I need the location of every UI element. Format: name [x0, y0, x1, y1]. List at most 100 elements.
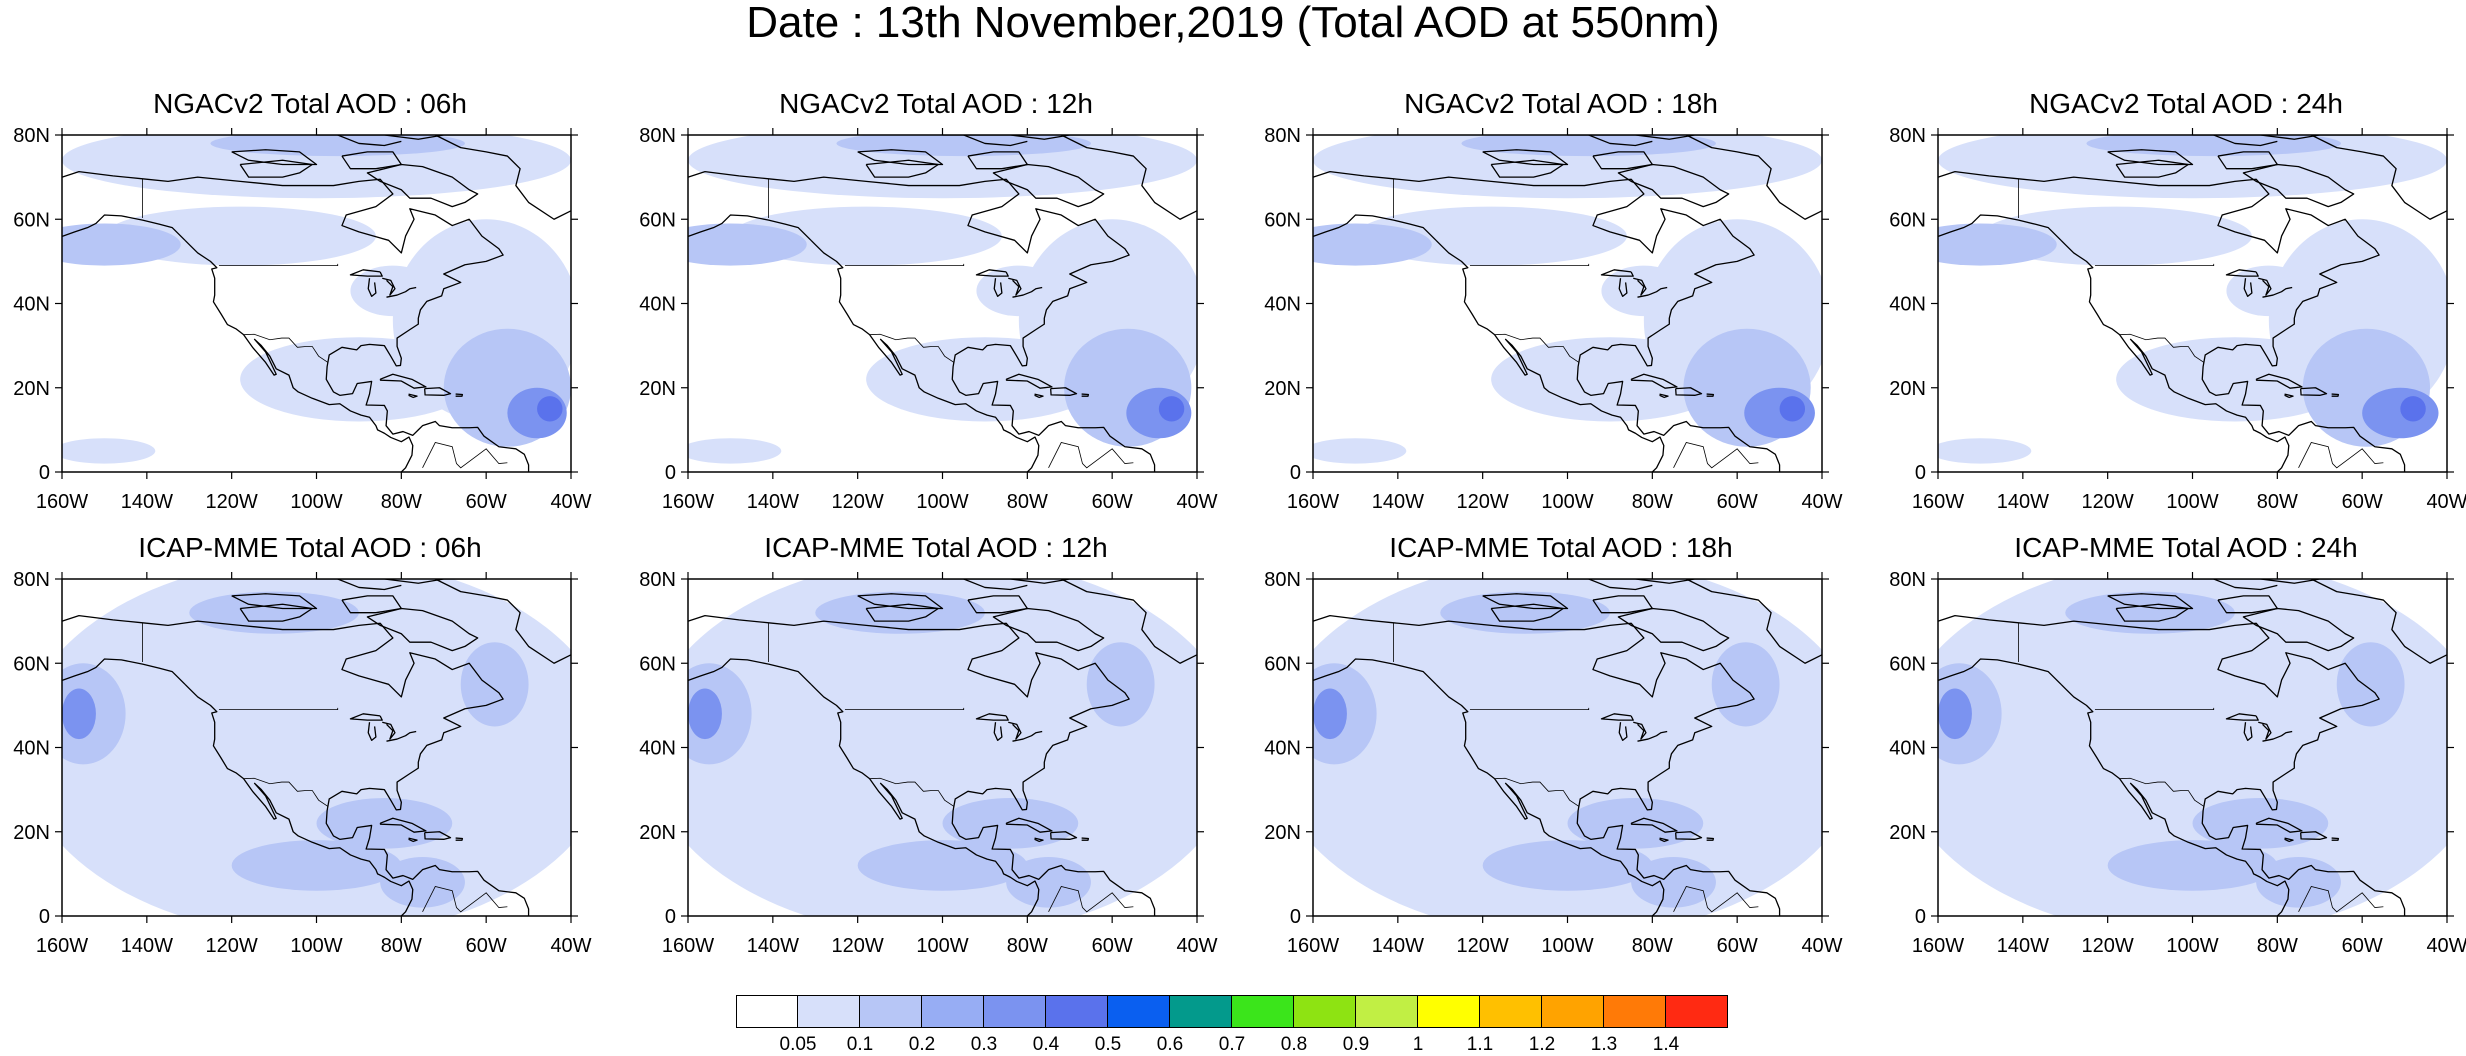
- legend-label: 0.8: [1280, 1034, 1308, 1055]
- country-border: [2119, 333, 2205, 363]
- legend-label: 0.4: [1032, 1034, 1060, 1055]
- legend-label: 0.05: [779, 1034, 817, 1055]
- coastline: [865, 159, 939, 178]
- aod-map: 80N 60N 40N 20N 0 160W 140W 120W 100W 80W 60W 40W: [639, 569, 1217, 957]
- panel-title: NGACv2 Total AOD : 18h: [1404, 88, 1718, 119]
- coastline: [424, 387, 452, 396]
- lon-tick-label: 40W: [1801, 935, 1842, 957]
- lat-tick-label: 20N: [1264, 378, 1301, 400]
- aod-field: [2362, 387, 2439, 439]
- aod-field: [2065, 591, 2235, 634]
- aod-field: [1313, 688, 1347, 740]
- lat-tick-label: 20N: [1889, 822, 1926, 844]
- legend-label: 0.1: [846, 1034, 874, 1055]
- aod-field: [688, 688, 722, 740]
- lon-tick-label: 120W: [832, 935, 884, 957]
- coastline: [942, 579, 1113, 584]
- lon-tick-label: 40W: [1176, 491, 1217, 513]
- lon-tick-label: 100W: [916, 491, 968, 513]
- coastline: [2258, 277, 2272, 296]
- coastline: [386, 286, 417, 298]
- panel-title: NGACv2 Total AOD : 12h: [779, 88, 1093, 119]
- lon-tick-label: 160W: [36, 491, 88, 513]
- coastline: [942, 135, 1113, 140]
- figure-title: Date : 13th November,2019 (Total AOD at …: [746, 0, 1720, 47]
- country-border: [1469, 263, 1590, 266]
- coastline: [316, 135, 487, 140]
- coastline: [2262, 286, 2293, 298]
- coastline: [1659, 393, 1669, 399]
- lon-tick-label: 40W: [550, 491, 591, 513]
- aod-field: [942, 798, 1079, 849]
- coastline: [1008, 721, 1022, 740]
- map-panel: 80N 60N 40N 20N 0 160W 140W 120W 100W 80W 60W 40W NG…: [1876, 88, 2466, 550]
- lat-tick-label: 60N: [1264, 209, 1301, 231]
- aod-field: [2192, 798, 2329, 849]
- coastline: [1633, 277, 1647, 296]
- coastline: [1588, 135, 1653, 147]
- aod-field: [1086, 642, 1155, 727]
- coastline: [367, 722, 377, 741]
- aod-field: [815, 591, 985, 634]
- coastline: [1060, 135, 1197, 220]
- legend-swatch: [1542, 995, 1604, 1028]
- lat-tick-label: 0: [1290, 906, 1301, 928]
- coastline: [1630, 817, 1678, 833]
- panel-title: NGACv2 Total AOD : 24h: [2029, 88, 2343, 119]
- coastline: [239, 603, 313, 622]
- lon-tick-label: 100W: [2166, 935, 2218, 957]
- lat-tick-label: 20N: [1889, 378, 1926, 400]
- coastline: [688, 658, 812, 685]
- legend-swatch: [1356, 995, 1418, 1028]
- coastline: [386, 730, 417, 742]
- coastline: [434, 135, 571, 220]
- country-border: [2298, 886, 2384, 913]
- aod-field: [1631, 857, 1716, 908]
- legend-label: 1.2: [1528, 1034, 1556, 1055]
- coastline: [1685, 135, 1822, 220]
- lat-tick-label: 40N: [639, 738, 676, 760]
- coastline: [1617, 607, 1730, 652]
- coastline: [1938, 170, 2406, 472]
- country-border: [422, 886, 508, 913]
- aod-field: [1938, 135, 2447, 199]
- lon-tick-label: 100W: [290, 491, 342, 513]
- coastline: [1490, 603, 1564, 622]
- coastline: [1435, 683, 1665, 916]
- aod-map: 80N 60N 40N 20N 0 160W 140W 120W 100W 80W 60W 40W: [1889, 125, 2466, 513]
- country-border: [844, 707, 965, 710]
- coastline: [2107, 593, 2194, 610]
- coastline: [1008, 277, 1022, 296]
- coastline: [992, 607, 1105, 652]
- coastline: [2107, 149, 2194, 166]
- lon-tick-label: 100W: [290, 935, 342, 957]
- lon-tick-label: 160W: [36, 935, 88, 957]
- coastline: [366, 607, 479, 652]
- map-panel: 80N 60N 40N 20N 0 160W 140W 120W 100W 80W 60W 40W IC…: [1876, 532, 2466, 994]
- lon-tick-label: 40W: [1801, 491, 1842, 513]
- lon-tick-label: 80W: [381, 491, 422, 513]
- country-border: [844, 263, 965, 266]
- aod-field: [62, 135, 571, 199]
- aod-field: [857, 840, 1028, 891]
- coastline: [1482, 593, 1569, 610]
- lon-tick-label: 140W: [1997, 935, 2049, 957]
- lon-tick-label: 40W: [2426, 491, 2466, 513]
- legend-swatch: [1046, 995, 1108, 1028]
- coastline: [62, 214, 186, 241]
- legend-label: 0.3: [970, 1034, 998, 1055]
- coastline: [1012, 286, 1043, 298]
- aod-field: [62, 223, 181, 266]
- coastline: [975, 269, 1009, 277]
- legend-label: 0.7: [1218, 1034, 1246, 1055]
- aod-map: 80N 60N 40N 20N 0 160W 140W 120W 100W 80W 60W 40W: [1264, 569, 1842, 957]
- coastline: [1435, 239, 1665, 472]
- coastline: [1034, 837, 1044, 843]
- aod-field: [1711, 642, 1780, 727]
- aod-field: [62, 438, 156, 464]
- panel-title: ICAP-MME Total AOD : 24h: [2014, 532, 2358, 563]
- country-border: [218, 263, 339, 266]
- legend-swatch: [798, 995, 860, 1028]
- lat-tick-label: 80N: [1889, 125, 1926, 147]
- panel-title: ICAP-MME Total AOD : 12h: [764, 532, 1108, 563]
